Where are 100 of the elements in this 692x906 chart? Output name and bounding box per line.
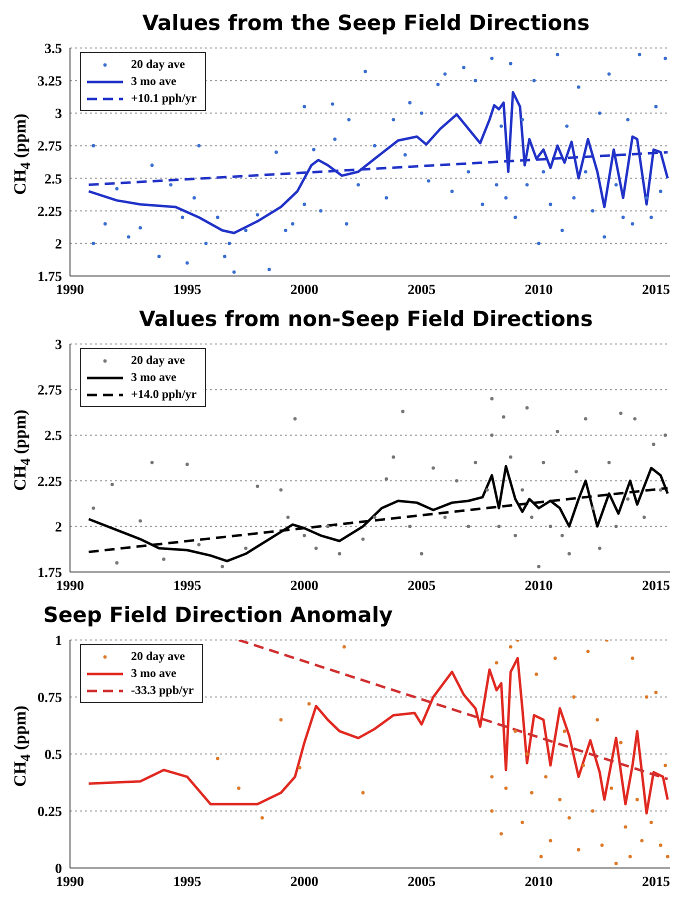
x-tick-label: 1995 bbox=[173, 874, 202, 890]
point bbox=[630, 656, 634, 660]
x-tick-label: 1995 bbox=[173, 282, 202, 298]
point bbox=[115, 561, 119, 565]
point bbox=[574, 470, 578, 474]
point bbox=[185, 462, 189, 466]
legend-label: 20 day ave bbox=[131, 649, 185, 664]
y-tick-label: 3 bbox=[55, 107, 62, 122]
point bbox=[596, 718, 600, 722]
point bbox=[558, 798, 562, 802]
point bbox=[572, 695, 576, 699]
y-tick-label: 2.75 bbox=[38, 140, 62, 155]
point bbox=[256, 484, 260, 488]
x-tick-label: 2010 bbox=[524, 282, 553, 298]
point bbox=[666, 854, 670, 858]
point bbox=[216, 756, 220, 760]
x-tick-label: 1990 bbox=[56, 578, 84, 594]
point bbox=[664, 764, 668, 768]
x-tick-label: 2015 bbox=[642, 874, 670, 890]
point bbox=[490, 809, 494, 813]
point bbox=[614, 862, 618, 866]
point bbox=[553, 656, 557, 660]
point bbox=[502, 415, 506, 419]
point bbox=[624, 825, 628, 829]
point bbox=[582, 764, 585, 768]
point bbox=[298, 766, 302, 770]
point bbox=[338, 552, 342, 556]
point bbox=[500, 832, 503, 836]
y-tick-label: 0 bbox=[55, 862, 62, 877]
x-tick-label: 2010 bbox=[524, 874, 553, 890]
point bbox=[568, 816, 571, 820]
point bbox=[392, 455, 396, 459]
point bbox=[586, 650, 590, 654]
point bbox=[279, 488, 283, 492]
chart-title: Seep Field Direction Anomaly bbox=[42, 602, 394, 629]
point bbox=[562, 730, 566, 733]
point bbox=[110, 482, 114, 486]
x-tick-label: 2015 bbox=[642, 578, 670, 594]
point bbox=[384, 477, 388, 481]
point bbox=[626, 497, 630, 501]
point bbox=[537, 564, 540, 568]
point bbox=[138, 519, 142, 523]
chart-title: Values from non-Seep Field Directions bbox=[138, 306, 594, 333]
point bbox=[514, 730, 518, 733]
legend-label: +14.0 pph/yr bbox=[131, 387, 197, 402]
x-tick-label: 2005 bbox=[408, 578, 436, 594]
point bbox=[560, 534, 564, 538]
point bbox=[590, 809, 594, 813]
y-tick-label: 2.5 bbox=[44, 172, 62, 188]
point bbox=[244, 546, 248, 550]
point bbox=[302, 534, 306, 538]
point bbox=[220, 564, 224, 568]
y-tick-label: 1.75 bbox=[38, 270, 62, 285]
point bbox=[525, 752, 529, 756]
point bbox=[534, 672, 538, 676]
point bbox=[474, 460, 478, 464]
point bbox=[619, 740, 622, 744]
x-tick-label: 2000 bbox=[290, 578, 318, 594]
point bbox=[539, 854, 543, 858]
y-tick-label: 0.25 bbox=[38, 804, 62, 820]
line-series bbox=[88, 91, 669, 234]
y-tick-label: 0.75 bbox=[38, 690, 62, 706]
point bbox=[150, 460, 154, 464]
point bbox=[530, 516, 534, 519]
y-tick-label: 3 bbox=[55, 338, 62, 353]
x-tick-label: 1990 bbox=[56, 282, 84, 298]
point bbox=[361, 791, 365, 794]
point bbox=[548, 524, 552, 528]
point bbox=[293, 417, 297, 420]
y-tick-label: 2.75 bbox=[38, 384, 62, 399]
y-tick-label: 2 bbox=[55, 520, 62, 536]
point bbox=[568, 552, 571, 556]
point bbox=[658, 488, 662, 492]
point bbox=[600, 844, 604, 847]
point bbox=[490, 397, 494, 400]
point bbox=[520, 488, 524, 492]
point bbox=[633, 417, 637, 420]
point bbox=[504, 786, 508, 790]
legend-label: +10.1 pph/yr bbox=[131, 91, 197, 106]
chart-title: Values from the Seep Field Directions bbox=[141, 10, 591, 37]
x-tick-label: 1995 bbox=[173, 578, 202, 594]
point bbox=[237, 786, 240, 790]
y-tick-label: 3.25 bbox=[38, 74, 62, 90]
point bbox=[401, 410, 405, 414]
point bbox=[494, 661, 498, 664]
point bbox=[658, 844, 662, 847]
point bbox=[466, 524, 470, 528]
point bbox=[508, 455, 512, 459]
point bbox=[197, 542, 201, 546]
legend-label: 3 mo ave bbox=[131, 666, 176, 681]
point bbox=[614, 524, 618, 528]
y-tick-label: 2.25 bbox=[38, 474, 62, 490]
point bbox=[260, 816, 264, 820]
point bbox=[530, 791, 534, 794]
legend-label: 3 mo ave bbox=[131, 74, 176, 89]
y-tick-label: 2.25 bbox=[38, 204, 62, 220]
point bbox=[598, 546, 602, 550]
point bbox=[286, 516, 290, 519]
point bbox=[640, 838, 644, 842]
point bbox=[642, 516, 646, 519]
